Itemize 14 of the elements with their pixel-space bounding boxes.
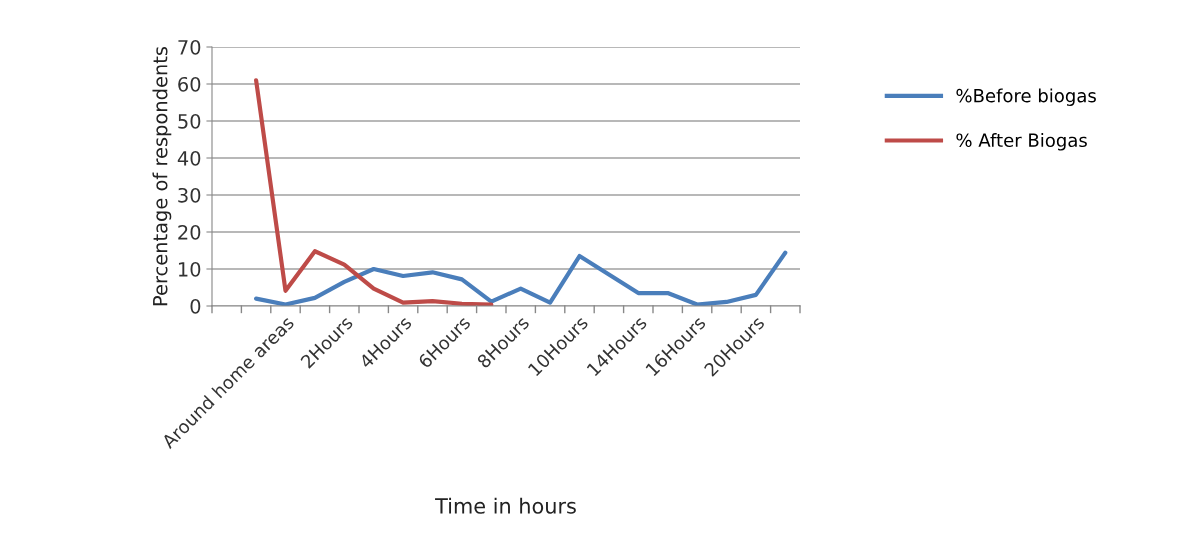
y-tick-label: 50 bbox=[178, 113, 201, 129]
x-axis-title: Time in hours bbox=[435, 497, 576, 514]
line-series bbox=[254, 250, 788, 306]
y-axis-title: Percentage of respondents bbox=[152, 46, 172, 306]
y-tick-label: 30 bbox=[178, 187, 201, 203]
y-tick-label: 0 bbox=[190, 298, 201, 314]
legend-label: %Before biogas bbox=[956, 88, 1096, 106]
line-series bbox=[254, 78, 494, 306]
legend-label: % After Biogas bbox=[956, 133, 1087, 151]
y-tick-label: 60 bbox=[178, 76, 201, 92]
y-tick-label: 40 bbox=[177, 150, 201, 166]
y-tick-label: 10 bbox=[178, 261, 201, 277]
y-tick-label: 70 bbox=[178, 39, 201, 55]
y-tick-label: 20 bbox=[178, 224, 201, 240]
